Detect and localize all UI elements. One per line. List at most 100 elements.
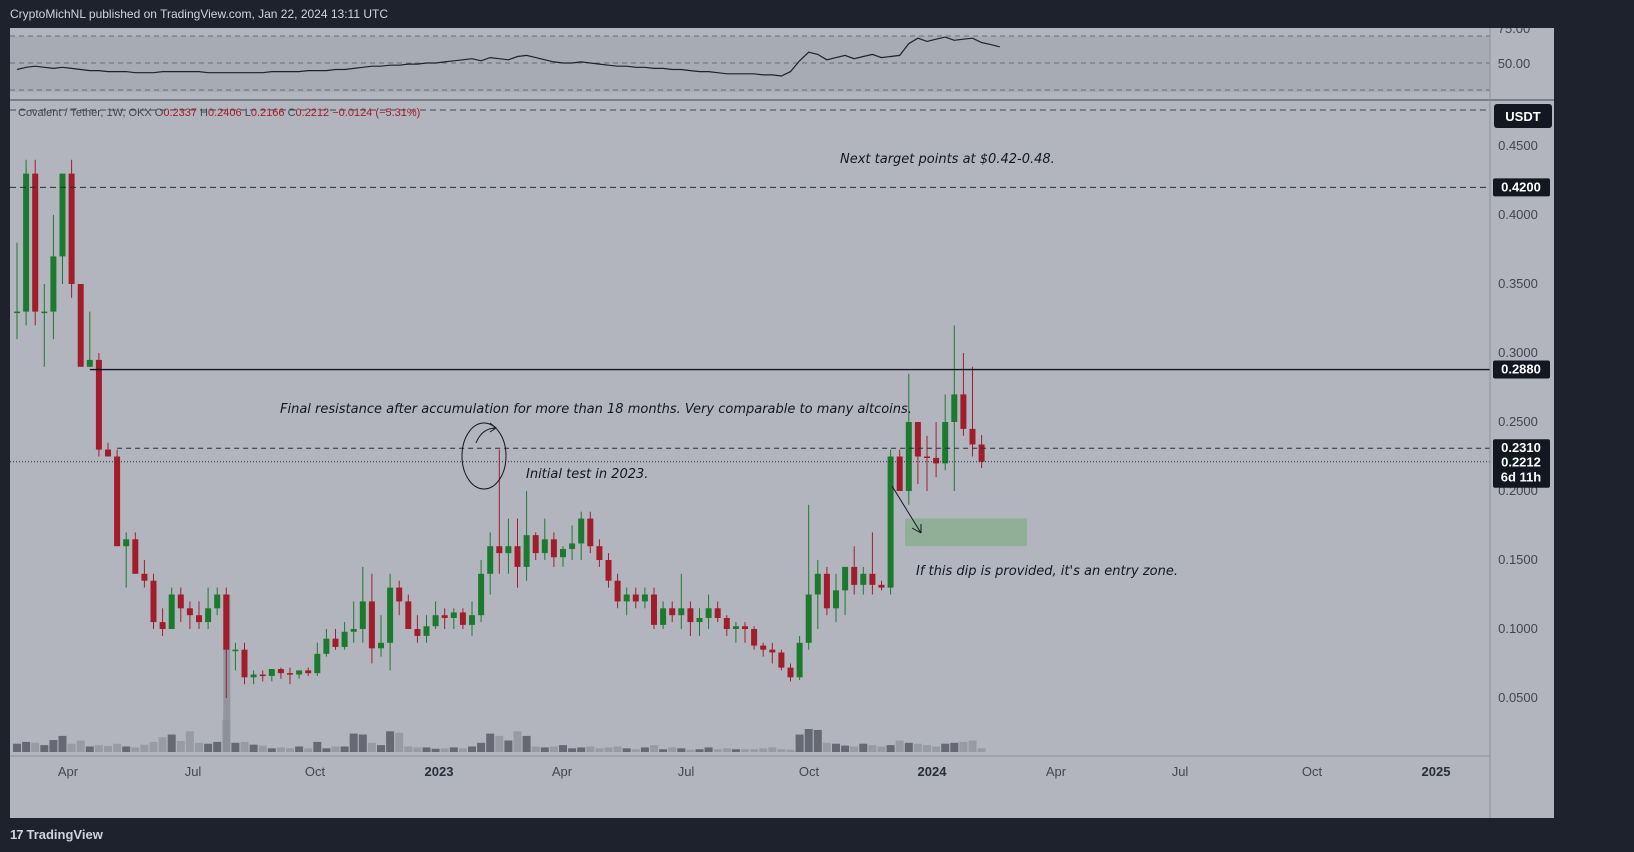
volume-bar: [40, 745, 49, 752]
volume-bar: [713, 749, 722, 752]
candle-body: [141, 573, 148, 581]
candle-body: [560, 548, 566, 558]
candle-body: [41, 311, 48, 314]
candle-body: [114, 456, 121, 547]
volume-bar: [231, 742, 240, 752]
tradingview-logo-text: TradingView: [26, 827, 103, 842]
volume-bar: [22, 741, 31, 752]
candle-body: [77, 284, 84, 367]
candle-body: [787, 667, 794, 678]
candle-body: [641, 594, 648, 602]
volume-bar: [413, 747, 422, 752]
candle-body: [714, 608, 721, 618]
candle-body: [823, 573, 830, 609]
volume-bar: [932, 746, 941, 752]
candle-body: [414, 629, 421, 636]
arrow-head-icon: [911, 524, 922, 534]
legend-value: 0.2166: [251, 107, 285, 119]
volume-bar: [777, 749, 786, 752]
price-label-042-box: [1493, 178, 1550, 197]
candle-body: [632, 594, 639, 602]
volume-bar: [31, 742, 40, 752]
initial-test-annotation: Initial test in 2023.: [526, 467, 648, 482]
legend-value: H: [200, 107, 208, 119]
volume-bar: [504, 740, 513, 752]
candle-body: [68, 173, 75, 284]
entry-zone-box[interactable]: [905, 518, 1027, 547]
volume-bar: [750, 749, 759, 752]
volume-bar: [49, 740, 58, 752]
price-label-0231: 0.2310: [1501, 440, 1541, 455]
candle-body: [59, 173, 66, 257]
candle-body: [805, 594, 812, 643]
candle-body: [723, 617, 730, 629]
volume-bar: [331, 746, 340, 752]
candle-body: [323, 638, 330, 654]
candle-body: [833, 590, 839, 609]
volume-bar: [204, 743, 213, 752]
volume-bar: [877, 746, 886, 752]
volume-bar: [568, 748, 577, 752]
candle-body: [314, 653, 321, 674]
currency-badge-box[interactable]: [1494, 104, 1552, 128]
time-tick-label: 2023: [425, 764, 454, 779]
candle-body: [523, 535, 530, 567]
footer-bar: 17 TradingView: [0, 818, 1634, 852]
last-price-box: [1493, 453, 1550, 488]
volume-bar: [422, 747, 431, 752]
chart-frame[interactable]: Covalent / Tether, 1W, OKX O0.2337 H0.24…: [10, 28, 1554, 818]
candle-body: [487, 546, 494, 574]
volume-bar: [622, 748, 631, 752]
arrow-line: [891, 485, 922, 534]
currency-badge[interactable]: USDT: [1505, 109, 1540, 124]
legend-value: 0.2337: [163, 107, 197, 119]
candle-body: [196, 615, 202, 623]
chart-svg[interactable]: Covalent / Tether, 1W, OKX O0.2337 H0.24…: [10, 28, 1554, 818]
candle-body: [405, 601, 412, 629]
volume-bar: [477, 742, 486, 752]
candle-body: [105, 449, 111, 457]
volume-bar: [895, 740, 904, 752]
price-label-0288-box: [1493, 360, 1550, 379]
volume-bar: [659, 749, 668, 752]
volume-bar: [176, 740, 185, 752]
candle-body: [678, 608, 685, 616]
candle-body: [305, 670, 312, 674]
volume-bar: [140, 744, 149, 752]
volume-bar: [513, 731, 522, 752]
legend-value: L: [245, 107, 251, 119]
candle-body: [742, 626, 748, 629]
candle-body: [705, 608, 712, 618]
rsi-tick-label: 75.00: [1498, 28, 1531, 36]
volume-bar: [822, 742, 831, 752]
candle-body: [268, 669, 275, 676]
candle-body: [396, 587, 403, 602]
volume-bar: [759, 748, 768, 752]
price-label-042: 0.4200: [1501, 179, 1541, 194]
volume-bar: [804, 729, 813, 752]
volume-bar: [923, 745, 931, 752]
candle-body: [378, 642, 384, 649]
volume-bar: [486, 733, 495, 752]
rsi-band: [10, 36, 1490, 92]
volume-bar: [813, 729, 822, 752]
candle-body: [669, 608, 676, 616]
candle-body: [423, 626, 430, 636]
volume-bar: [677, 748, 686, 752]
candle-body: [541, 539, 548, 554]
volume-bar: [913, 743, 922, 752]
candle-body: [651, 594, 657, 625]
price-tick-label: 0.1500: [1498, 552, 1538, 567]
candle-body: [214, 594, 221, 609]
candle-body: [32, 173, 39, 312]
volume-bar: [249, 744, 258, 752]
volume-bar: [240, 741, 249, 752]
tradingview-logo[interactable]: 17 TradingView: [10, 827, 103, 842]
candle-body: [905, 422, 912, 491]
last-price-label: 0.2212: [1501, 455, 1541, 470]
candle-body: [95, 359, 102, 450]
candle-body: [914, 422, 921, 457]
candle-body: [259, 674, 266, 677]
time-tick-label: Oct: [305, 764, 326, 779]
time-tick-label: Jul: [1172, 764, 1189, 779]
